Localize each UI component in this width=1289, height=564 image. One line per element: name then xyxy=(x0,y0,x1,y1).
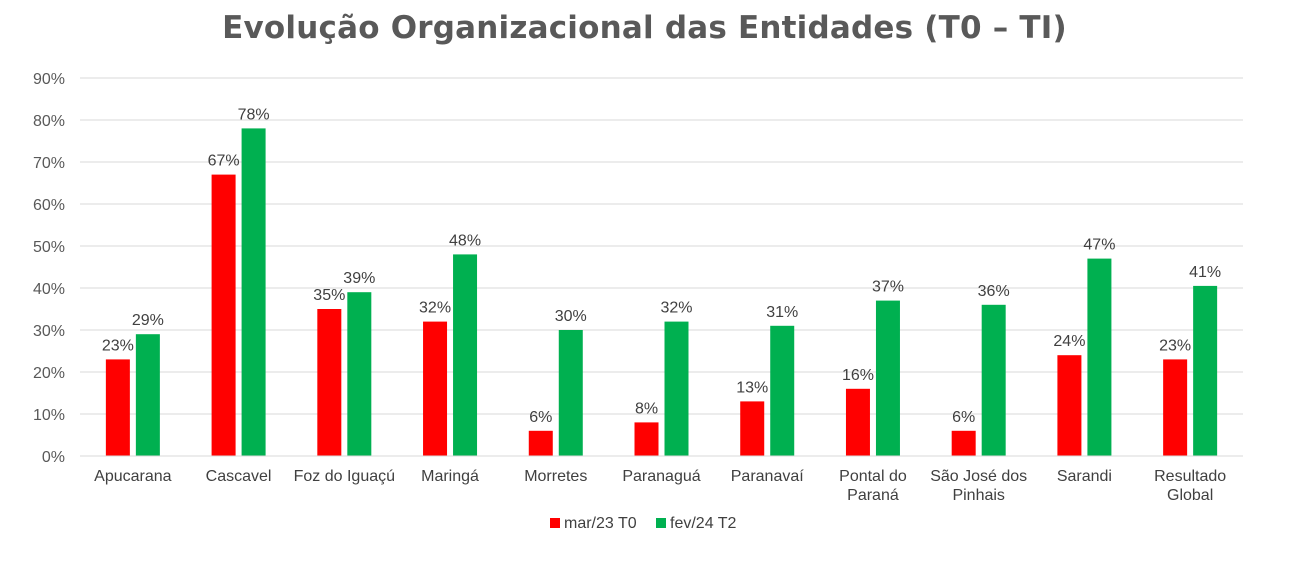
category-label: Resultado xyxy=(1154,468,1226,485)
category-label: Paraná xyxy=(847,487,899,504)
data-label: 39% xyxy=(343,270,375,287)
legend-label: fev/24 T2 xyxy=(670,515,737,532)
data-label: 24% xyxy=(1053,333,1085,350)
data-label: 30% xyxy=(555,308,587,325)
y-tick-label: 20% xyxy=(33,365,65,382)
data-label: 29% xyxy=(132,312,164,329)
bar-t0 xyxy=(423,321,448,456)
data-label: 23% xyxy=(102,337,134,354)
bar-t2 xyxy=(981,304,1006,456)
legend-label: mar/23 T0 xyxy=(564,515,637,532)
data-label: 37% xyxy=(872,279,904,296)
bar-t2 xyxy=(135,334,160,456)
legend[interactable]: mar/23 T0 fev/24 T2 xyxy=(550,515,737,532)
data-label: 35% xyxy=(313,287,345,304)
data-label: 31% xyxy=(766,304,798,321)
y-tick-label: 70% xyxy=(33,155,65,172)
category-label: Apucarana xyxy=(94,468,171,485)
chart-title: Evolução Organizacional das Entidades (T… xyxy=(222,10,1067,46)
y-tick-label: 50% xyxy=(33,239,65,256)
y-tick-label: 60% xyxy=(33,197,65,214)
category-label: Paranaguá xyxy=(622,468,700,485)
bar-t0 xyxy=(1163,359,1188,456)
gridlines xyxy=(80,77,1243,415)
category-label: Sarandi xyxy=(1057,468,1112,485)
y-tick-label: 40% xyxy=(33,281,65,298)
bar-t0 xyxy=(528,430,553,456)
data-label: 32% xyxy=(660,300,692,317)
category-label: São José dos xyxy=(930,468,1027,485)
data-label: 6% xyxy=(529,409,552,426)
data-labels: 23% 29% 67% 78% 35%39% 32% 48% 6% 30% 8% 32% 13% 31%… xyxy=(102,106,1221,425)
category-label: Global xyxy=(1167,487,1213,504)
data-label: 6% xyxy=(952,409,975,426)
bar-t2 xyxy=(241,128,266,456)
data-label: 16% xyxy=(842,367,874,384)
bar-t0 xyxy=(105,359,130,456)
bar-t0 xyxy=(211,174,236,456)
data-label: 41% xyxy=(1189,264,1221,281)
legend-item-t2[interactable]: fev/24 T2 xyxy=(656,515,737,532)
bar-t0 xyxy=(1057,355,1082,456)
bar-t0 xyxy=(951,430,976,456)
bar-t0 xyxy=(845,388,870,456)
bar-t0 xyxy=(634,422,659,456)
data-label: 13% xyxy=(736,379,768,396)
data-label: 36% xyxy=(978,283,1010,300)
y-axis-ticks: 0% 10% 20% 30% 40% 50% 60% 70% 80% 90% xyxy=(33,71,65,466)
category-label: Paranavaí xyxy=(731,468,804,485)
category-label: Maringá xyxy=(421,468,479,485)
legend-item-t0[interactable]: mar/23 T0 xyxy=(550,515,637,532)
bar-t2 xyxy=(453,254,478,456)
y-tick-label: 90% xyxy=(33,71,65,88)
bar-t2 xyxy=(558,330,583,456)
data-label: 32% xyxy=(419,300,451,317)
y-tick-label: 0% xyxy=(42,449,65,466)
data-label: 78% xyxy=(238,106,270,123)
bar-t0 xyxy=(317,309,342,456)
data-label: 8% xyxy=(635,400,658,417)
category-label: Pontal do xyxy=(839,468,907,485)
legend-swatch xyxy=(656,518,666,528)
bar-t2 xyxy=(1087,258,1112,456)
category-label: Pinhais xyxy=(952,487,1004,504)
x-axis-categories: Apucarana Cascavel Foz do Iguaçú Maringá Mor… xyxy=(94,468,1226,504)
y-tick-label: 30% xyxy=(33,323,65,340)
data-label: 67% xyxy=(208,153,240,170)
data-label: 47% xyxy=(1083,237,1115,254)
category-label: Morretes xyxy=(524,468,587,485)
bar-t2 xyxy=(1193,285,1218,456)
category-label: Foz do Iguaçú xyxy=(294,468,395,485)
y-tick-label: 10% xyxy=(33,407,65,424)
bars xyxy=(105,128,1218,456)
bar-t0 xyxy=(740,401,765,456)
data-label: 23% xyxy=(1159,337,1191,354)
category-label: Cascavel xyxy=(206,468,272,485)
data-label: 48% xyxy=(449,232,481,249)
y-tick-label: 80% xyxy=(33,113,65,130)
legend-swatch xyxy=(550,518,560,528)
bar-t2 xyxy=(875,300,900,456)
bar-t2 xyxy=(347,292,372,456)
bar-t2 xyxy=(770,325,795,456)
bar-t2 xyxy=(664,321,689,456)
